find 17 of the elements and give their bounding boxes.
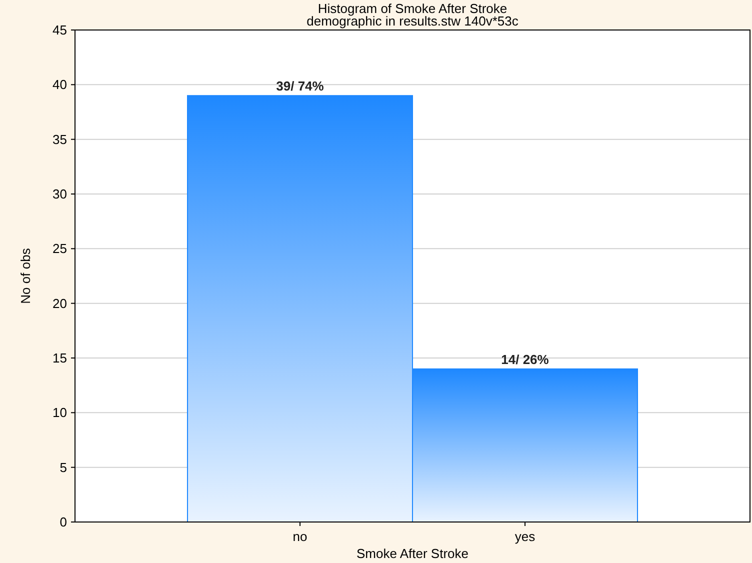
- chart-title: Histogram of Smoke After Stroke: [318, 1, 508, 16]
- y-tick-label: 5: [60, 460, 67, 475]
- x-tick-label: no: [292, 529, 308, 544]
- y-axis-title: No of obs: [18, 248, 33, 304]
- x-axis-title: Smoke After Stroke: [356, 546, 468, 561]
- y-tick-label: 15: [52, 350, 67, 366]
- y-tick-label: 30: [52, 186, 67, 202]
- y-tick-label: 20: [52, 296, 67, 311]
- y-tick-label: 10: [52, 405, 67, 420]
- y-tick-label: 45: [52, 22, 67, 38]
- data-label: 14/ 26%: [501, 352, 550, 367]
- y-tick-label: 0: [60, 514, 67, 530]
- data-label: 39/ 74%: [276, 78, 324, 94]
- y-tick-label: 25: [52, 241, 67, 256]
- x-tick-label: yes: [514, 529, 536, 544]
- y-tick-label: 35: [52, 132, 67, 147]
- y-tick-label: 40: [52, 77, 67, 92]
